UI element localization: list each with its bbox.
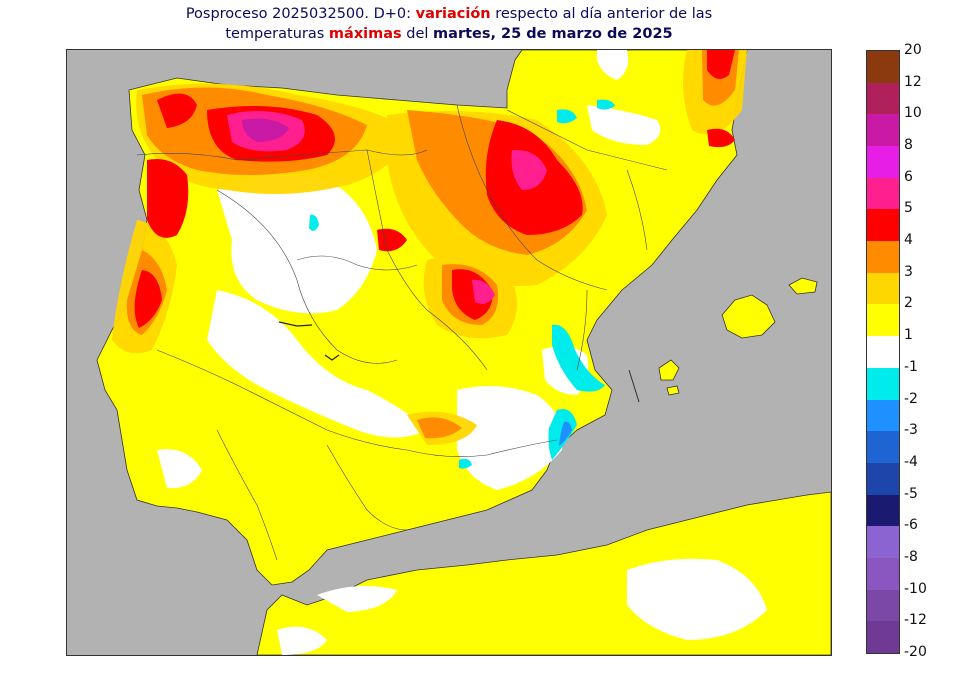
title-line1-suffix: respecto al día anterior de las: [490, 6, 713, 22]
legend-tick-label: -4: [904, 453, 918, 470]
formentera: [666, 385, 680, 396]
ibiza: [658, 359, 680, 381]
legend-tick-label: -10: [904, 580, 927, 597]
title-variacion: variación: [415, 6, 491, 22]
legend-tick-label: 10: [904, 105, 922, 122]
legend-tick-label: 2: [904, 295, 913, 312]
coast-detail: [628, 369, 640, 403]
legend-tick-label: -5: [904, 485, 918, 502]
map-title: Posproceso 2025032500. D+0: variación re…: [66, 4, 832, 44]
legend-tick-label: 4: [904, 232, 913, 249]
region-borders: [136, 104, 668, 561]
map-canvas: [96, 50, 831, 655]
legend-tick-label: -20: [904, 644, 927, 660]
title-line1-prefix: Posproceso 2025032500. D+0:: [185, 6, 416, 22]
legend-swatch: [867, 621, 899, 654]
iberian-map: [66, 49, 832, 656]
cool-zones: [309, 99, 615, 469]
legend-swatch: [867, 146, 899, 179]
legend-swatch: [867, 114, 899, 147]
legend-swatch: [867, 336, 899, 369]
legend-tick-label: -1: [904, 358, 918, 375]
legend-swatch: [867, 241, 899, 274]
legend-swatch: [867, 304, 899, 337]
legend-tick-label: -3: [904, 422, 918, 439]
legend-tick-label: 5: [904, 200, 913, 217]
legend-tick-label: -8: [904, 548, 918, 565]
legend-swatch: [867, 367, 899, 400]
legend-tick-label: 3: [904, 263, 913, 280]
reservoirs: [278, 321, 340, 361]
legend-swatch: [867, 51, 899, 84]
legend-swatch: [867, 557, 899, 591]
legend-swatch: [867, 462, 899, 496]
legend-tick-label: 6: [904, 168, 913, 185]
legend-swatch: [867, 177, 899, 210]
legend-tick-label: -2: [904, 390, 918, 407]
color-legend: [866, 50, 900, 654]
legend-swatch: [867, 589, 899, 622]
title-line2-prefix: temperaturas: [225, 26, 329, 42]
warm-zones-pink: [242, 118, 289, 142]
title-del: del: [401, 26, 434, 42]
legend-tick-label: 12: [904, 73, 922, 90]
menorca: [788, 277, 818, 295]
title-date: martes, 25 de marzo de 2025: [433, 26, 673, 42]
neutral-zones: [157, 50, 767, 655]
legend-swatch: [867, 431, 899, 464]
legend-swatch: [867, 82, 899, 115]
legend-tick-label: 20: [904, 42, 922, 58]
legend-tick-label: 1: [904, 327, 913, 344]
legend-tick-label: 8: [904, 137, 913, 154]
mallorca: [721, 294, 776, 339]
legend-swatch: [867, 272, 899, 305]
legend-swatch: [867, 494, 899, 527]
legend-tick-label: -6: [904, 517, 918, 534]
legend-swatch: [867, 526, 899, 559]
legend-swatch: [867, 399, 899, 432]
legend-swatch: [867, 209, 899, 242]
title-maximas: máximas: [328, 26, 402, 42]
legend-tick-label: -12: [904, 612, 927, 629]
